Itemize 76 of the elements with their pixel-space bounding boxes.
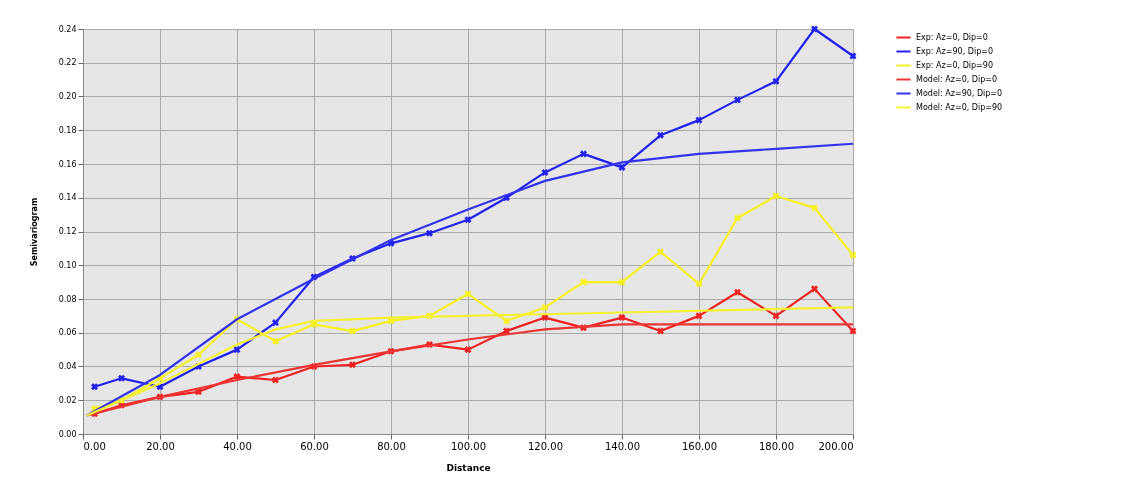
point	[580, 150, 587, 158]
point	[195, 351, 202, 359]
x-tick-label: 40.00	[223, 440, 252, 452]
point	[811, 204, 818, 212]
point	[772, 192, 780, 200]
y-axis-title: Semivariogram	[29, 197, 39, 267]
point	[91, 383, 99, 391]
point	[541, 314, 549, 322]
x-tick-label: 60.00	[300, 440, 329, 452]
y-tick-label: 0.16	[58, 159, 77, 169]
point	[772, 77, 780, 85]
y-tick-label: 0.00	[58, 429, 77, 439]
point	[426, 229, 433, 237]
x-tick-label: 100.00	[451, 440, 486, 452]
point	[695, 116, 703, 124]
point	[464, 216, 472, 224]
point	[734, 96, 741, 104]
y-tick-label: 0.18	[58, 125, 77, 135]
point	[849, 327, 857, 335]
x-tick-label: 20.00	[146, 440, 175, 452]
line-series	[85, 306, 855, 417]
x-tick-label: 80.00	[377, 440, 406, 452]
point	[118, 374, 125, 382]
x-axis-title: Distance	[446, 462, 491, 473]
point	[772, 312, 780, 320]
point	[541, 303, 549, 311]
point	[272, 319, 279, 327]
point	[233, 346, 241, 354]
y-tick-label: 0.22	[58, 58, 77, 68]
y-tick-label: 0.14	[58, 193, 77, 203]
point	[695, 312, 703, 320]
y-tick-label: 0.10	[58, 260, 77, 270]
point	[695, 280, 703, 288]
point	[349, 361, 356, 369]
legend-label: Exp: Az=0, Dip=0	[916, 32, 988, 42]
point	[618, 163, 626, 171]
point	[849, 52, 857, 60]
y-tick-label: 0.04	[58, 362, 77, 371]
y-tick-label: 0.12	[58, 227, 77, 236]
point	[310, 320, 318, 328]
x-tick-label: 120.00	[528, 440, 563, 452]
point	[811, 285, 818, 293]
y-tick-label: 0.06	[58, 328, 77, 338]
x-tick-label: 200.00	[818, 440, 854, 452]
legend-label: Model: Az=90, Dip=0	[916, 88, 1003, 98]
y-tick-label: 0.20	[58, 92, 77, 101]
x-tick-label: 180.00	[759, 440, 794, 452]
point	[657, 248, 664, 256]
point	[657, 327, 664, 335]
point	[734, 214, 741, 222]
legend-label: Model: Az=0, Dip=90	[916, 102, 1003, 112]
x-tick-label: 140.00	[605, 440, 640, 452]
y-tick-label: 0.02	[58, 395, 77, 405]
point	[734, 288, 741, 296]
y-tick-label: 0.08	[58, 294, 77, 304]
point	[464, 290, 472, 298]
point	[618, 278, 626, 286]
x-tick-label: 160.00	[682, 440, 717, 452]
point	[849, 251, 857, 259]
point	[618, 314, 626, 322]
point	[541, 168, 549, 176]
line-series	[85, 142, 855, 417]
point	[272, 337, 279, 345]
point	[272, 376, 279, 384]
point	[349, 327, 356, 335]
y-tick-label: 0.24	[58, 24, 77, 34]
legend-label: Model: Az=0, Dip=0	[916, 74, 998, 84]
point	[464, 346, 472, 354]
point	[503, 317, 510, 325]
legend-label: Exp: Az=0, Dip=90	[916, 60, 993, 70]
point	[811, 25, 818, 33]
point	[580, 278, 587, 286]
legend-label: Exp: Az=90, Dip=0	[916, 46, 993, 56]
point	[233, 373, 241, 381]
point	[657, 131, 664, 139]
x-tick-label: 0.00	[83, 440, 106, 452]
